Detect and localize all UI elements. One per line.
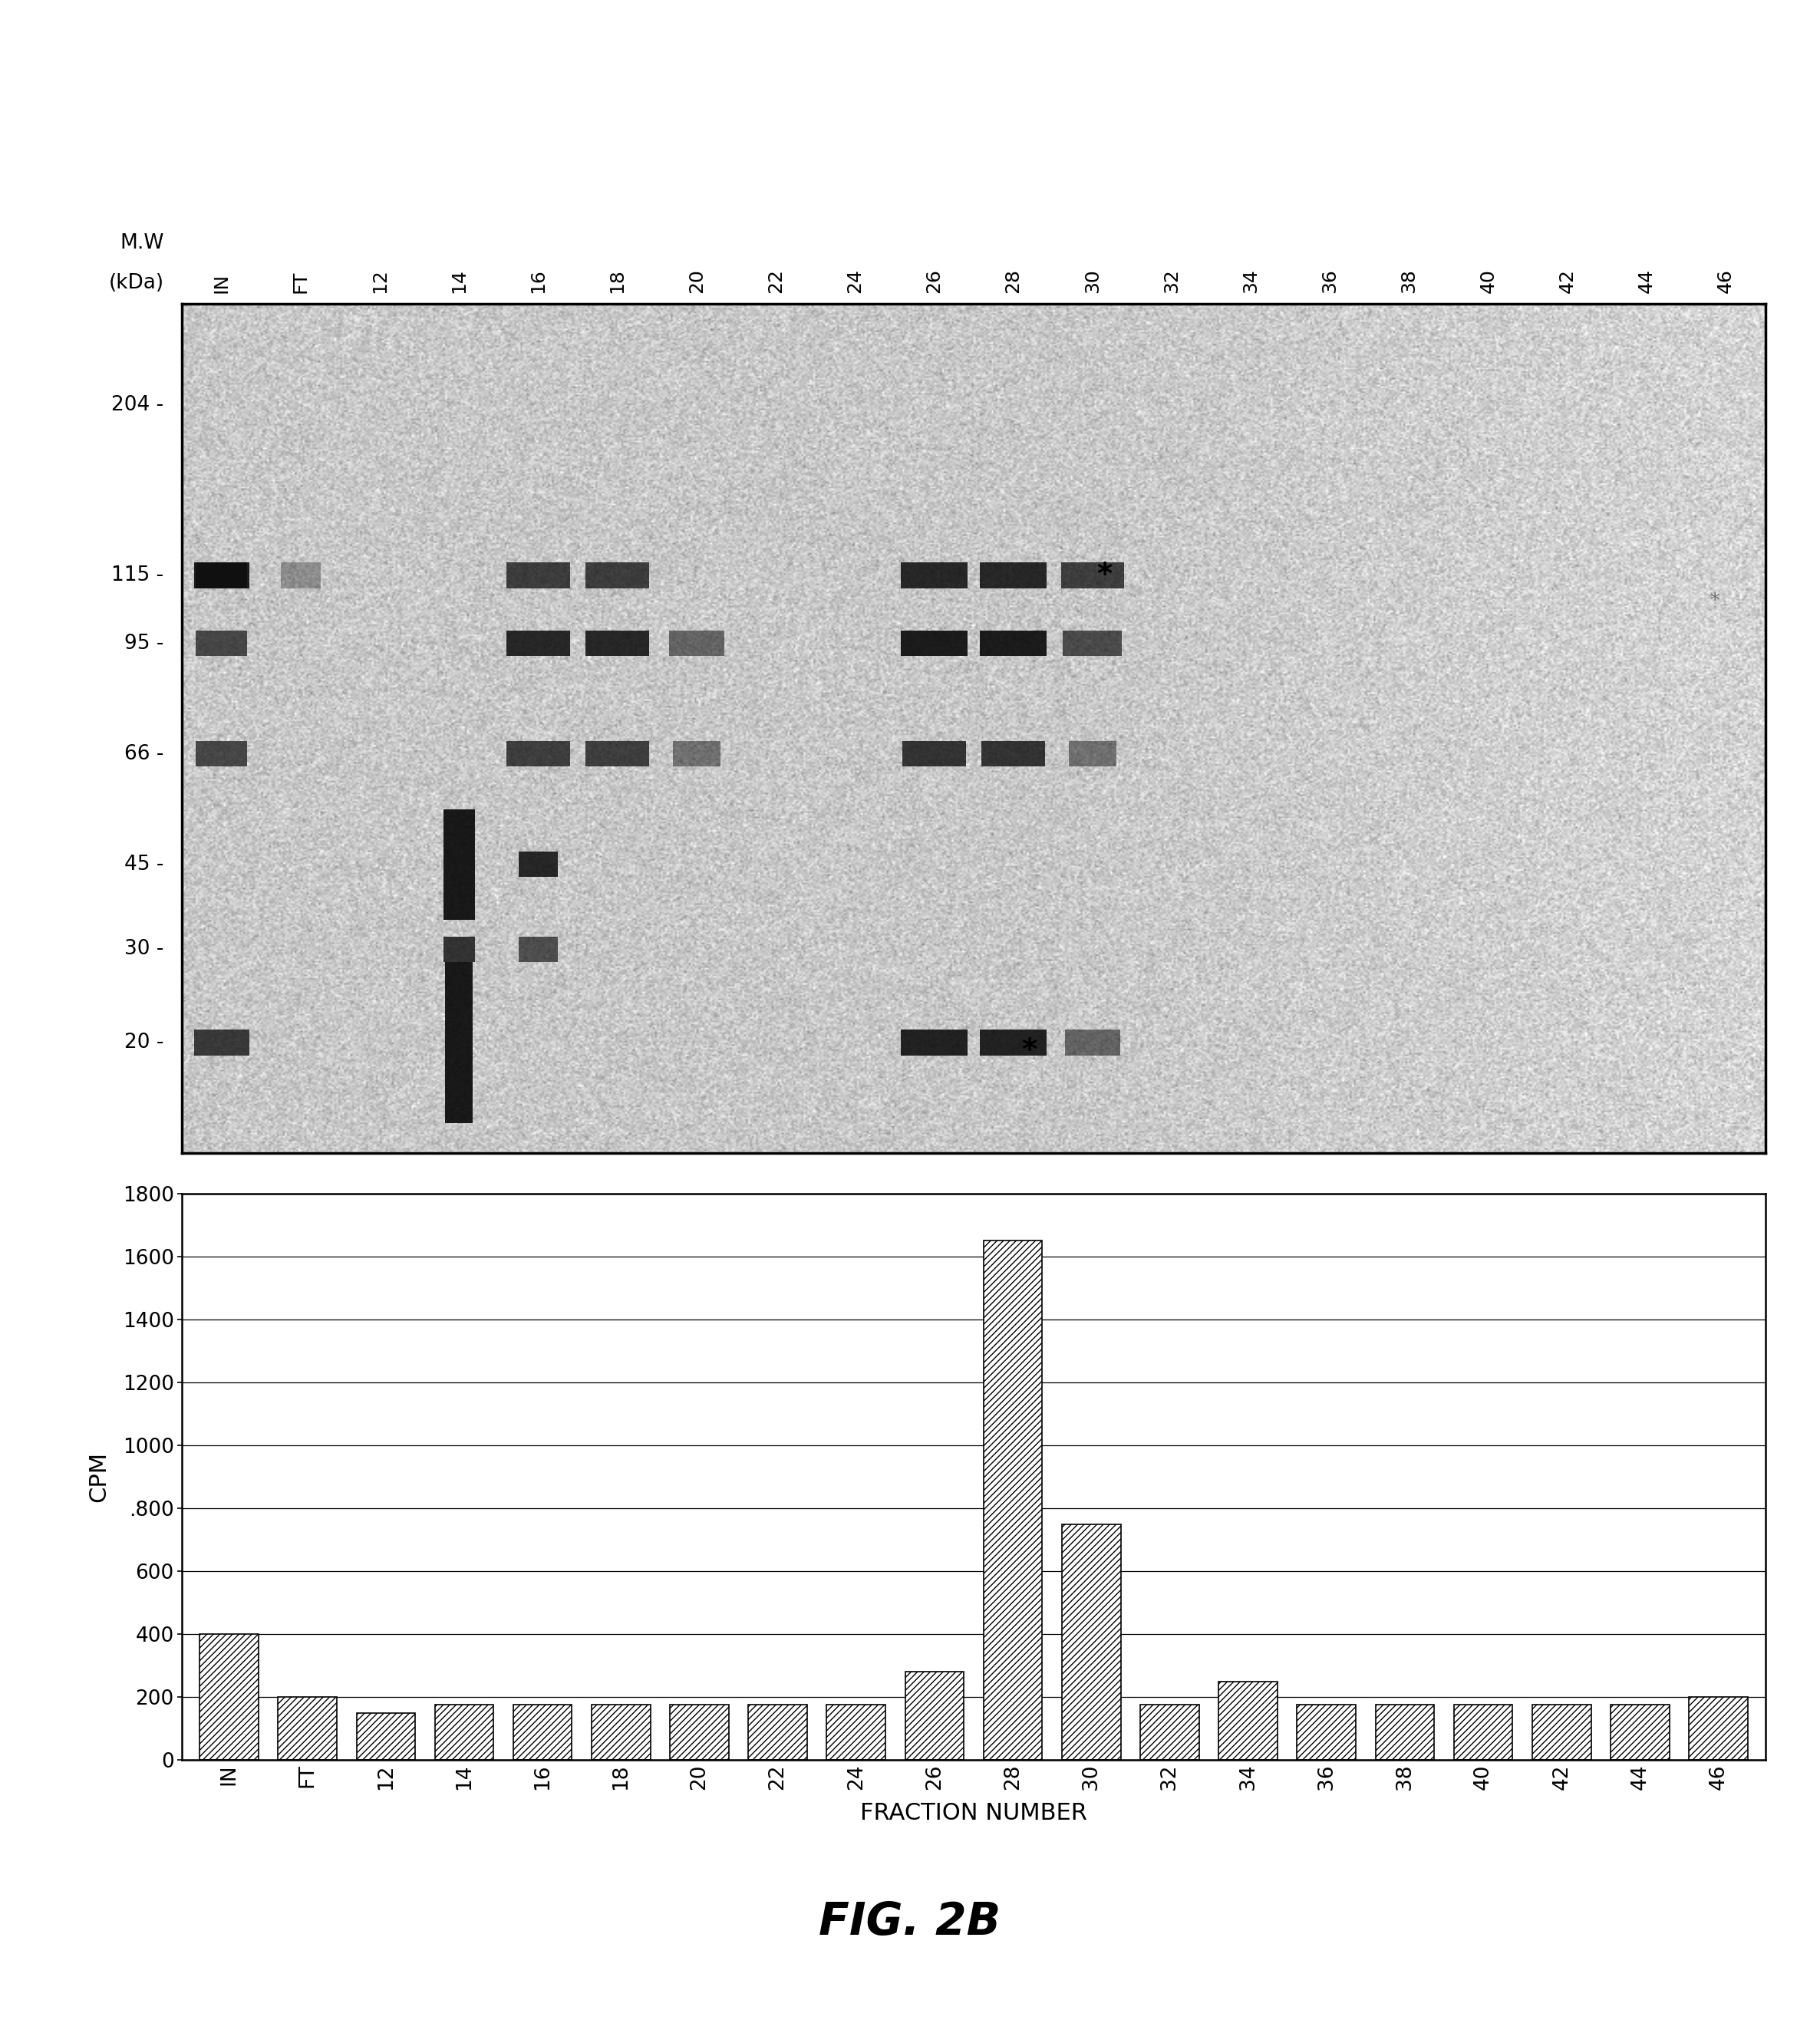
Bar [586, 631, 650, 655]
Bar [1532, 1705, 1591, 1760]
Bar [905, 1671, 965, 1760]
Text: 26: 26 [925, 269, 943, 293]
Bar [446, 963, 473, 1123]
Bar [197, 562, 248, 589]
Bar [586, 562, 650, 589]
Bar [670, 631, 724, 655]
Text: 18: 18 [608, 269, 626, 293]
Bar [901, 1030, 968, 1056]
Bar [435, 1705, 493, 1760]
Text: 46: 46 [1716, 269, 1734, 293]
Text: 44: 44 [1638, 269, 1656, 293]
Bar [903, 740, 966, 767]
Text: 14: 14 [450, 269, 468, 293]
Text: FT: FT [291, 271, 309, 293]
Bar [195, 562, 249, 589]
Text: FIG. 2B: FIG. 2B [819, 1900, 1001, 1944]
Text: *: * [1096, 560, 1112, 591]
Text: 40: 40 [1480, 269, 1498, 293]
Text: 95 -: 95 - [124, 633, 164, 653]
Bar [1061, 1523, 1121, 1760]
Text: 16: 16 [530, 269, 548, 293]
Bar [513, 1705, 571, 1760]
Text: 20 -: 20 - [124, 1032, 164, 1052]
Bar [983, 1240, 1043, 1760]
Text: 66 -: 66 - [124, 744, 164, 765]
Text: 45 -: 45 - [124, 854, 164, 874]
Bar [1141, 1705, 1199, 1760]
Text: 20: 20 [688, 269, 706, 293]
Bar [1689, 1697, 1747, 1760]
Bar [278, 1697, 337, 1760]
Text: 30 -: 30 - [124, 939, 164, 959]
Bar [357, 1713, 415, 1760]
Bar [1061, 562, 1125, 589]
Bar [1063, 631, 1123, 655]
Text: 204 -: 204 - [111, 394, 164, 415]
Text: 32: 32 [1163, 269, 1181, 293]
Bar [673, 740, 721, 767]
Text: *: * [1021, 1036, 1037, 1066]
Bar [1376, 1705, 1434, 1760]
Text: 28: 28 [1005, 269, 1023, 293]
Bar [506, 740, 570, 767]
Text: 42: 42 [1558, 269, 1576, 293]
Bar [901, 562, 968, 589]
Text: 30: 30 [1083, 269, 1101, 293]
Text: 34: 34 [1241, 269, 1259, 293]
Bar [519, 852, 559, 878]
Bar [195, 1030, 249, 1056]
Text: 38: 38 [1400, 269, 1418, 293]
Text: 36: 36 [1321, 269, 1340, 293]
Bar [519, 937, 559, 963]
Text: 115 -: 115 - [111, 564, 164, 585]
Bar [981, 740, 1045, 767]
Bar [979, 631, 1046, 655]
Bar [901, 631, 968, 655]
Bar [280, 562, 320, 589]
X-axis label: FRACTION NUMBER: FRACTION NUMBER [861, 1802, 1087, 1825]
Bar [195, 562, 249, 589]
Text: IN: IN [213, 273, 231, 293]
Bar [592, 1705, 650, 1760]
Text: *: * [1711, 591, 1720, 611]
Bar [444, 809, 475, 918]
Bar [826, 1705, 886, 1760]
Text: 12: 12 [371, 269, 389, 293]
Bar [200, 1635, 258, 1760]
Bar [1065, 1030, 1119, 1056]
Bar [506, 562, 570, 589]
Text: 24: 24 [846, 269, 864, 293]
Bar [586, 740, 650, 767]
Bar [1068, 740, 1116, 767]
Bar [979, 562, 1046, 589]
Bar [670, 1705, 728, 1760]
Text: M.W: M.W [120, 233, 164, 253]
Text: (kDa): (kDa) [109, 273, 164, 293]
Bar [1454, 1705, 1512, 1760]
Bar [1219, 1681, 1278, 1760]
Bar [979, 1030, 1046, 1056]
Bar [1611, 1705, 1669, 1760]
Bar [444, 937, 475, 963]
Y-axis label: CPM: CPM [87, 1450, 109, 1503]
Bar [506, 631, 570, 655]
Bar [197, 631, 248, 655]
Text: 22: 22 [766, 269, 784, 293]
Bar [1298, 1705, 1356, 1760]
Bar [195, 562, 249, 589]
Bar [748, 1705, 806, 1760]
Bar [197, 740, 248, 767]
